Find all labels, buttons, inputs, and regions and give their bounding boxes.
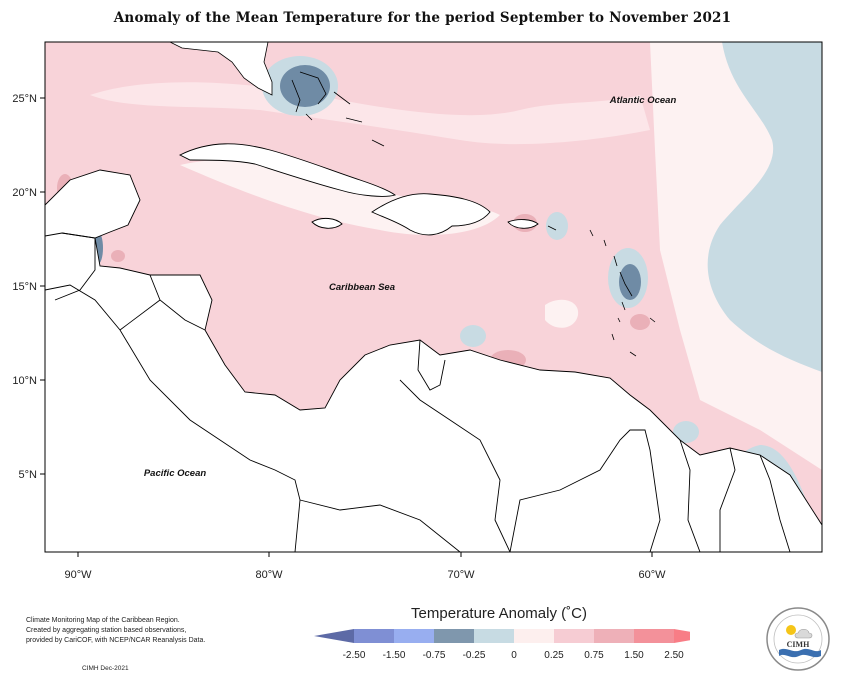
bahamas-islands (291, 71, 385, 147)
anomaly-cool-bahamas-core (280, 65, 330, 107)
legend-swatch (674, 629, 690, 643)
sun-icon (786, 625, 796, 635)
legend-tick-label: 0 (511, 650, 517, 661)
anomaly-cool-lesser-antilles-core (619, 264, 641, 300)
x-tick-label-90w: 90°W (64, 569, 92, 581)
y-tick-label-25n: 25°N (12, 93, 37, 105)
y-tick-label-20n: 20°N (12, 187, 37, 199)
legend-swatch (314, 629, 354, 643)
anomaly-cool-aruba (460, 325, 486, 347)
legend-tick-label: 2.50 (664, 650, 684, 661)
credit-line-2: Created by aggregating station based obs… (26, 627, 187, 634)
x-tick-label-60w: 60°W (638, 569, 666, 581)
cloud-icon (794, 628, 813, 639)
legend-swatch (394, 629, 434, 643)
cimh-logo: CIMH (766, 607, 830, 671)
wave-icon (779, 648, 821, 658)
color-legend: -2.50 -1.50 -0.75 -0.25 0 0.25 0.75 1.50 2.50 (314, 629, 690, 661)
jamaica-outline (311, 217, 343, 229)
legend-swatch (354, 629, 394, 643)
florida-outline (169, 42, 273, 96)
map-frame (44, 41, 823, 553)
legend-title: Temperature Anomaly (˚C) (411, 605, 587, 622)
label-atlantic-ocean: Atlantic Ocean (609, 95, 677, 106)
anomaly-cool-guiana (673, 421, 699, 443)
x-tick-label-70w: 70°W (447, 569, 475, 581)
legend-swatch (434, 629, 474, 643)
legend-tick-label: 0.25 (544, 650, 564, 661)
anomaly-zone-cool-atlantic (707, 42, 822, 372)
legend-swatch (514, 629, 554, 643)
label-pacific-ocean: Pacific Ocean (144, 468, 207, 479)
logo-text: CIMH (787, 640, 810, 649)
anomaly-warm-honduras (111, 250, 125, 262)
continental-no-data-area (45, 233, 822, 552)
credit-line-1: Climate Monitoring Map of the Caribbean … (26, 617, 180, 624)
y-axis-ticks (40, 97, 45, 475)
y-tick-label-15n: 15°N (12, 281, 37, 293)
credit-block: Climate Monitoring Map of the Caribbean … (26, 616, 256, 646)
anomaly-map: 25°N 20°N 15°N 10°N 5°N 90°W 80°W 70°W 6… (12, 41, 823, 581)
map-plot-area (45, 42, 822, 552)
x-axis-ticks (77, 552, 653, 557)
hispaniola-outline (371, 193, 491, 236)
credit-date: CIMH Dec-2021 (82, 665, 129, 672)
cuba-outline (178, 143, 397, 197)
label-caribbean-sea: Caribbean Sea (329, 282, 395, 293)
x-tick-label-80w: 80°W (255, 569, 283, 581)
legend-swatch (554, 629, 594, 643)
legend-tick-label: -1.50 (383, 650, 406, 661)
legend-tick-label: -0.25 (463, 650, 486, 661)
central-south-america-coastline (45, 232, 822, 552)
map-title: Anomaly of the Mean Temperature for the … (113, 10, 732, 26)
legend-swatch (634, 629, 674, 643)
yucatan-outline (45, 169, 141, 239)
y-tick-label-10n: 10°N (12, 375, 37, 387)
legend-tick-label: 1.50 (624, 650, 644, 661)
anomaly-zone-light-north (90, 82, 650, 145)
anomaly-warm-barbados (630, 314, 650, 330)
legend-tick-label: 0.75 (584, 650, 604, 661)
credit-line-3: provided by CariCOF, with NCEP/NCAR Rean… (26, 637, 206, 644)
anomaly-cool-virgin-islands (546, 212, 568, 240)
legend-tick-labels: -2.50 -1.50 -0.75 -0.25 0 0.25 0.75 1.50 2.50 (343, 650, 685, 661)
legend-bars (314, 629, 690, 643)
y-tick-label-5n: 5°N (19, 469, 38, 481)
legend-swatch (594, 629, 634, 643)
puerto-rico-outline (507, 219, 539, 229)
legend-tick-label: -2.50 (343, 650, 366, 661)
lesser-antilles-islands (547, 225, 656, 357)
legend-tick-label: -0.75 (423, 650, 446, 661)
legend-swatch (474, 629, 514, 643)
anomaly-zone-light-central (545, 299, 579, 328)
